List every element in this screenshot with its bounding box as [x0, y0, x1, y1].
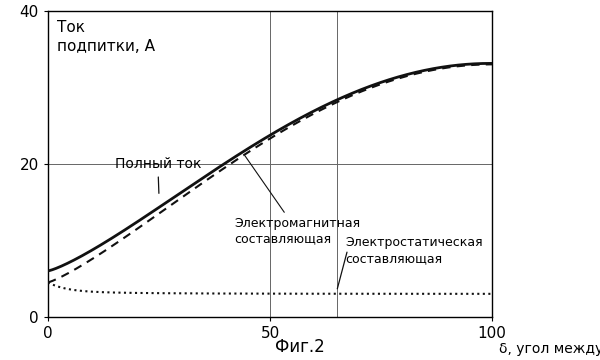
Text: Фиг.2: Фиг.2: [275, 338, 325, 356]
Text: δ, угол между
ЭДС, град: δ, угол между ЭДС, град: [499, 342, 600, 360]
Text: Ток
подпитки, А: Ток подпитки, А: [57, 20, 155, 54]
Text: Электромагнитная
составляющая: Электромагнитная составляющая: [235, 156, 361, 246]
Text: Полный ток: Полный ток: [115, 157, 201, 193]
Text: Электростатическая
составляющая: Электростатическая составляющая: [346, 237, 483, 265]
